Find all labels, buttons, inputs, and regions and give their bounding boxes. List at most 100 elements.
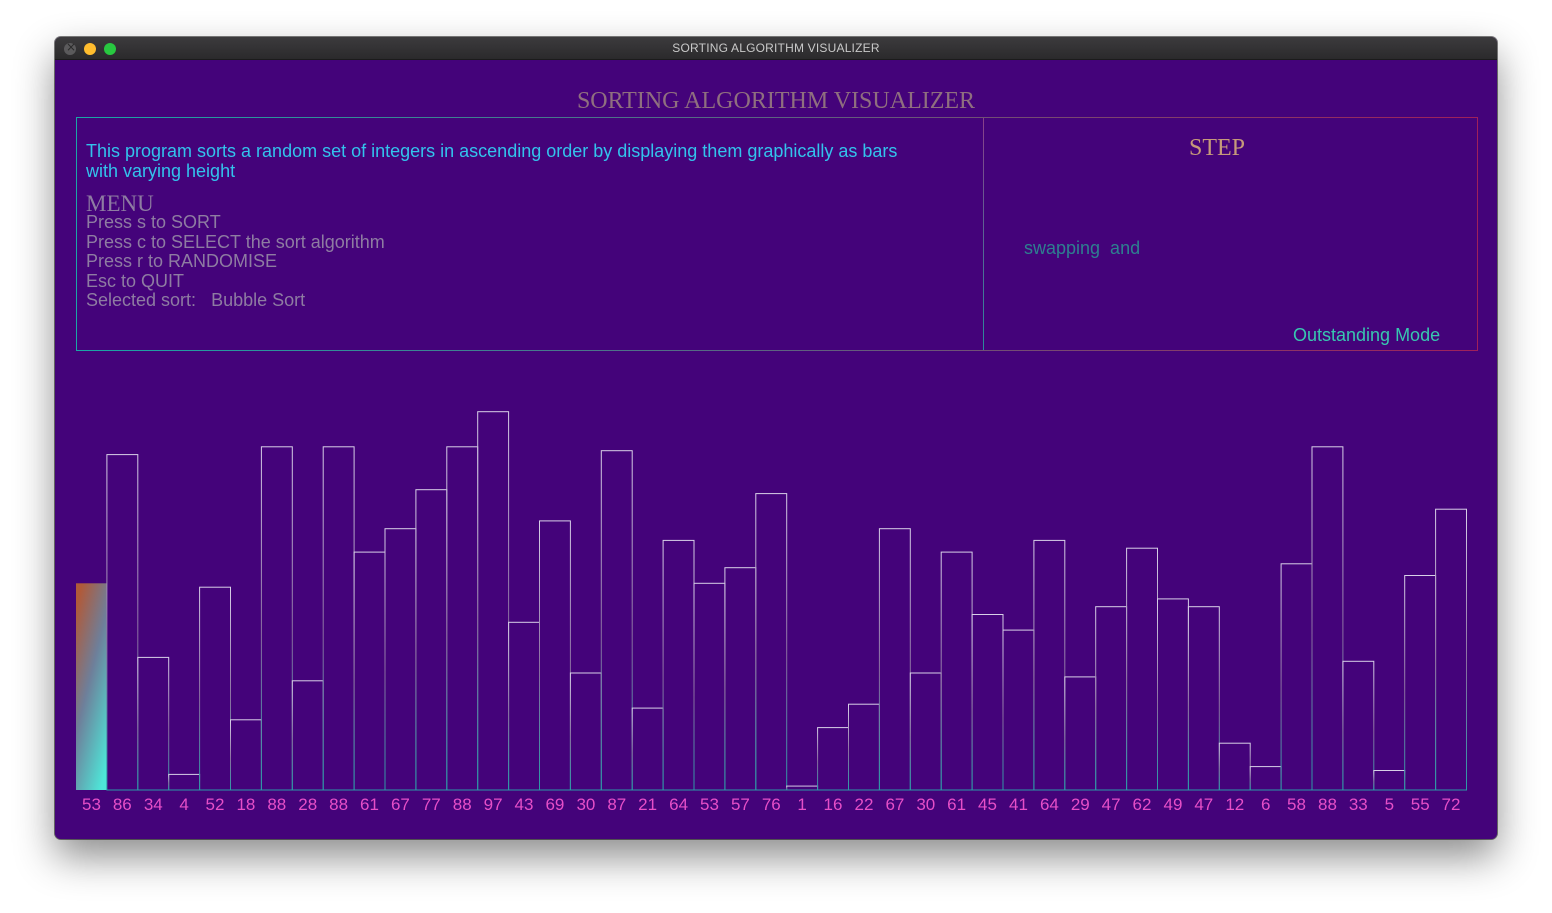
menu-item-sort: Press s to SORT [86,212,221,232]
bar [168,773,201,791]
bar-value-label: 64 [669,795,688,814]
menu-item-randomise: Press r to RANDOMISE [86,251,278,272]
menu-title: MENU [86,191,154,216]
bar [1064,676,1097,791]
maximize-window-button[interactable] [104,43,116,55]
bar [199,586,232,791]
selected-sort-label: Selected sort: [86,290,197,311]
bar [1342,660,1375,791]
bar [817,727,849,791]
bar-value-label: 88 [267,795,286,814]
bar [1002,629,1035,791]
bar-value-label: 88 [329,795,348,814]
bar-value-label: 6 [1261,795,1270,814]
bar-value-label: 1 [797,795,806,814]
bar [909,672,942,791]
menu-item-select: Press c to SELECT the sort algorithm [86,231,385,252]
bar-value-label: 55 [1411,795,1430,814]
bar-value-label: 86 [113,795,132,814]
program-description: This program sorts a random set of integ… [86,141,898,181]
bar [291,680,324,791]
selected-sort-value: Bubble Sort [211,290,306,311]
bar-value-label: 22 [855,795,874,814]
bar-value-label: 49 [1164,795,1183,814]
bar-value-label: 61 [360,795,379,814]
bar-value-label: 53 [82,795,101,814]
bar-value-label: 67 [885,795,904,814]
bar-value-label: 45 [978,795,997,814]
bar [600,450,633,791]
menu-list: Press s to SORT Press c to SELECT the so… [86,212,385,311]
bar-value-label: 62 [1133,795,1152,814]
close-window-button[interactable] [64,40,76,55]
bar [230,719,262,791]
bar-value-label: 33 [1349,795,1368,814]
app-window: SORTING ALGORITHM VISUALIZER SORTING ALG… [55,37,1497,839]
bar [724,567,757,791]
bar [353,551,386,791]
bar [415,489,448,791]
bar-value-label: 57 [731,795,750,814]
step-swap-text: swapping and [1024,238,1141,258]
bar [693,582,726,791]
bar-value-label: 52 [206,795,225,814]
bar-value-label: 29 [1071,795,1090,814]
bar [631,707,664,791]
window-title: SORTING ALGORITHM VISUALIZER [672,41,880,55]
app-canvas: SORTING ALGORITHM VISUALIZER This progra… [55,60,1497,839]
bar [786,785,819,791]
info-panel: This program sorts a random set of integ… [76,117,1478,351]
bar-value-label: 64 [1040,795,1059,814]
bar-value-label: 47 [1102,795,1121,814]
bar [106,454,139,791]
bar-value-label: 18 [236,795,255,814]
app-title: SORTING ALGORITHM VISUALIZER [576,88,976,114]
bar [940,551,973,791]
bar [1157,598,1189,791]
bar-value-label: 34 [144,795,163,814]
bar [137,656,170,791]
bar [446,446,479,791]
bar [1218,742,1251,791]
bar-value-label: 72 [1442,795,1461,814]
bar-value-label: 5 [1385,795,1394,814]
bar-value-label: 53 [700,795,719,814]
bar-value-label: 47 [1194,795,1213,814]
bar [1033,539,1066,791]
bar [260,446,293,791]
selected-sort-row: Selected sort: Bubble Sort [86,291,385,311]
menu-item-quit: Esc to QUIT [86,270,185,291]
bar [508,621,541,791]
bar-value-label: 87 [607,795,626,814]
bar-value-label: 30 [916,795,935,814]
bar [322,446,355,791]
bar [755,493,788,791]
bar-value-label: 58 [1287,795,1306,814]
bar [477,411,510,791]
bar-value-label: 88 [453,795,472,814]
bar-value-label: 4 [179,795,188,814]
bar [1435,508,1467,791]
bar-value-label: 97 [484,795,503,814]
bar [848,703,880,791]
panel-divider [983,118,984,350]
minimize-window-button[interactable] [84,43,96,55]
bar [1311,446,1344,791]
bar [878,528,911,791]
bar-value-label: 28 [298,795,317,814]
bar-value-label: 30 [576,795,595,814]
bar [1249,766,1282,791]
bar-value-label: 88 [1318,795,1337,814]
bar [1373,770,1406,791]
bar [1280,563,1313,791]
step-title: STEP [1189,135,1246,161]
bar [1404,575,1437,791]
bar-chart: 53 86 34 4 52 18 88 28 88 61 67 77 88 97 43 69 30 87 21 64 5… [76,411,1467,814]
bar-value-label: 41 [1009,795,1028,814]
bar-value-label: 76 [762,795,781,814]
bar [569,672,602,791]
bar [1095,606,1128,791]
bar [662,539,695,791]
bar [539,520,571,791]
bar-value-label: 67 [391,795,410,814]
